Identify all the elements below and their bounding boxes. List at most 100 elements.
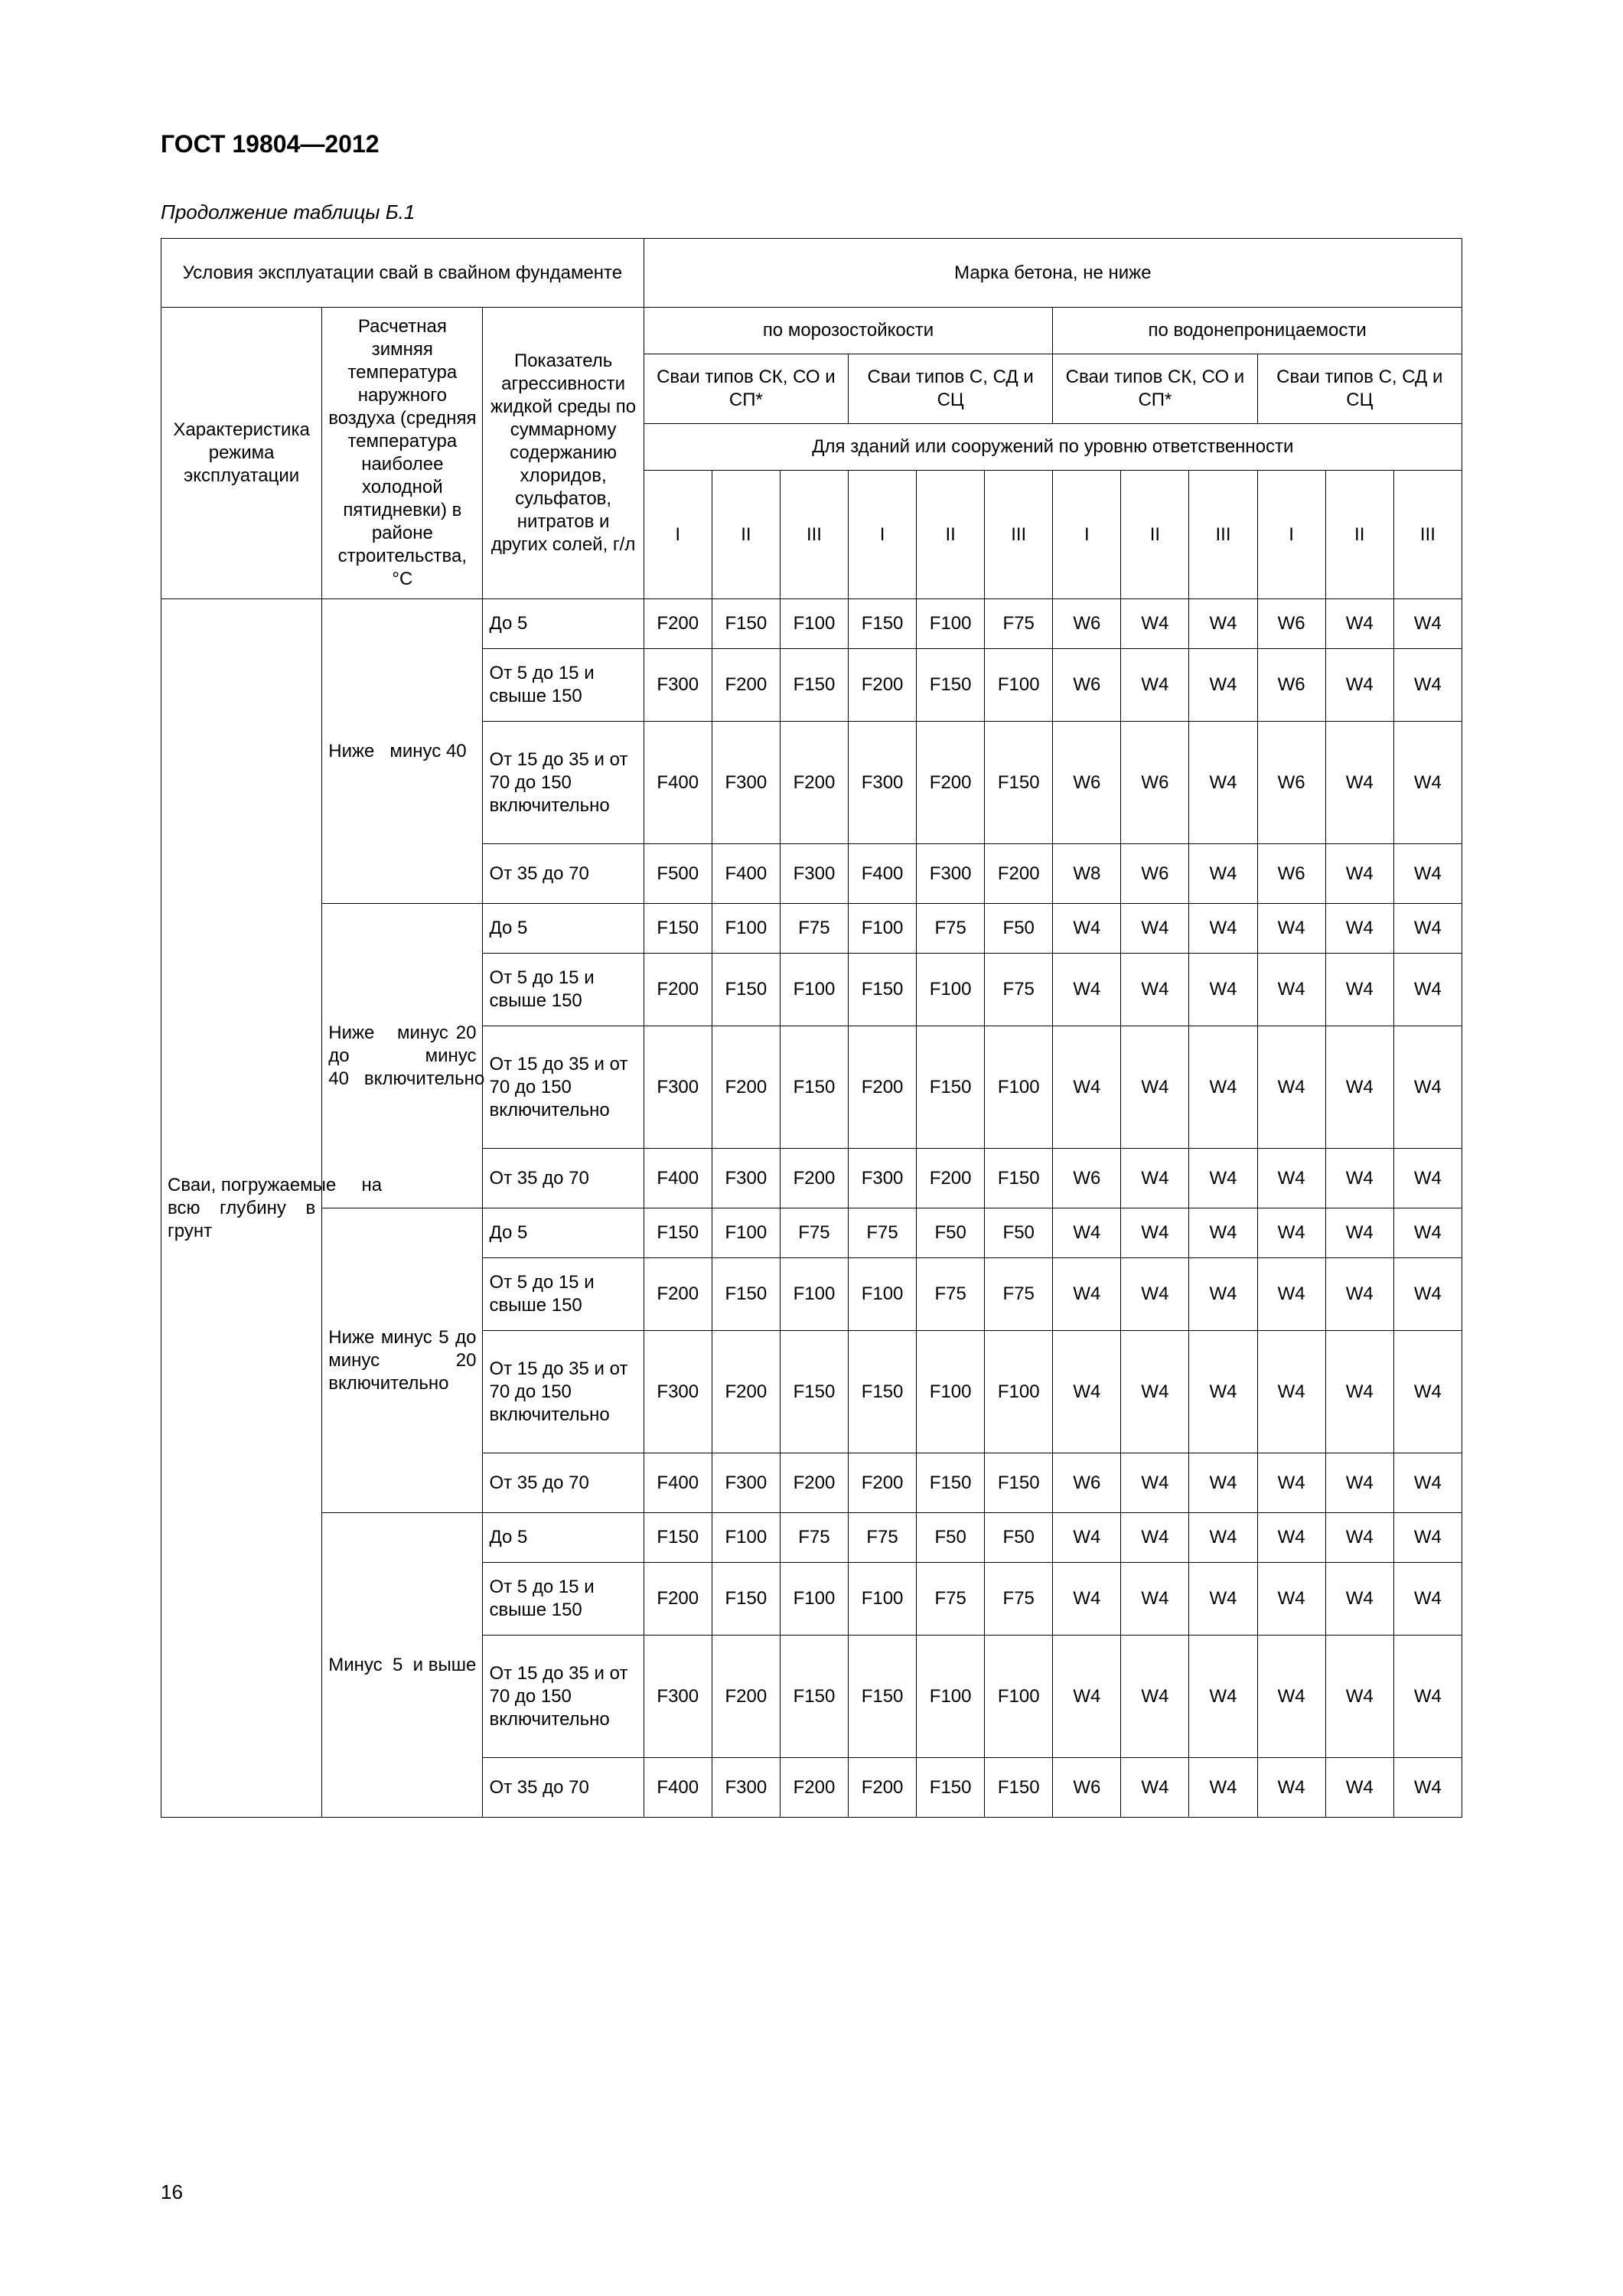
value-cell: F100 bbox=[985, 1331, 1053, 1453]
value-cell: W6 bbox=[1257, 722, 1325, 844]
value-cell: W4 bbox=[1121, 649, 1189, 722]
value-cell: F50 bbox=[985, 904, 1053, 954]
value-cell: W4 bbox=[1121, 1758, 1189, 1818]
value-cell: F100 bbox=[780, 954, 848, 1026]
indicator-cell: От 35 до 70 bbox=[483, 1149, 644, 1208]
header-roman-iii: III bbox=[780, 471, 848, 599]
value-cell: F100 bbox=[712, 1513, 780, 1563]
value-cell: W4 bbox=[1121, 954, 1189, 1026]
value-cell: F75 bbox=[917, 1563, 985, 1636]
value-cell: F100 bbox=[780, 599, 848, 649]
value-cell: F50 bbox=[985, 1513, 1053, 1563]
header-roman-i: I bbox=[849, 471, 917, 599]
table-row: Ниже минус 20 до минус 40 включительноДо… bbox=[161, 904, 1462, 954]
value-cell: F100 bbox=[712, 904, 780, 954]
value-cell: W4 bbox=[1053, 1258, 1121, 1331]
value-cell: F200 bbox=[712, 1636, 780, 1758]
value-cell: W4 bbox=[1053, 1563, 1121, 1636]
value-cell: W4 bbox=[1325, 1563, 1393, 1636]
value-cell: W6 bbox=[1053, 649, 1121, 722]
value-cell: F200 bbox=[780, 722, 848, 844]
value-cell: F200 bbox=[849, 649, 917, 722]
value-cell: W4 bbox=[1189, 1149, 1257, 1208]
table-caption: Продолжение таблицы Б.1 bbox=[161, 201, 1462, 224]
value-cell: W4 bbox=[1189, 1208, 1257, 1258]
value-cell: F150 bbox=[985, 1453, 1053, 1513]
value-cell: W4 bbox=[1325, 1208, 1393, 1258]
value-cell: F150 bbox=[644, 1208, 712, 1258]
indicator-cell: От 15 до 35 и от 70 до 150 включительно bbox=[483, 1026, 644, 1149]
table-head: Условия эксплуатации свай в свайном фунд… bbox=[161, 239, 1462, 599]
indicator-cell: От 5 до 15 и свыше 150 bbox=[483, 1563, 644, 1636]
value-cell: W4 bbox=[1121, 1563, 1189, 1636]
value-cell: W4 bbox=[1393, 1636, 1462, 1758]
value-cell: F200 bbox=[917, 722, 985, 844]
value-cell: F200 bbox=[712, 1026, 780, 1149]
value-cell: F100 bbox=[917, 1636, 985, 1758]
value-cell: W4 bbox=[1121, 1453, 1189, 1513]
value-cell: F300 bbox=[644, 1026, 712, 1149]
value-cell: W4 bbox=[1325, 954, 1393, 1026]
value-cell: F200 bbox=[849, 1758, 917, 1818]
value-cell: F100 bbox=[917, 954, 985, 1026]
table-row: Ниже минус 5 до минус 20 включительноДо … bbox=[161, 1208, 1462, 1258]
value-cell: F200 bbox=[712, 1331, 780, 1453]
value-cell: W4 bbox=[1393, 1513, 1462, 1563]
header-responsibility: Для зданий или сооружений по уровню отве… bbox=[644, 423, 1462, 470]
value-cell: W4 bbox=[1325, 1258, 1393, 1331]
value-cell: F400 bbox=[644, 722, 712, 844]
value-cell: F200 bbox=[917, 1149, 985, 1208]
indicator-cell: До 5 bbox=[483, 599, 644, 649]
value-cell: F100 bbox=[985, 1026, 1053, 1149]
value-cell: F50 bbox=[985, 1208, 1053, 1258]
value-cell: W4 bbox=[1393, 954, 1462, 1026]
gost-table: Условия эксплуатации свай в свайном фунд… bbox=[161, 238, 1462, 1818]
header-frost: по морозостойкости bbox=[644, 308, 1053, 354]
value-cell: W4 bbox=[1325, 1636, 1393, 1758]
page: ГОСТ 19804—2012 Продолжение таблицы Б.1 … bbox=[0, 0, 1623, 2296]
indicator-cell: До 5 bbox=[483, 1208, 644, 1258]
value-cell: F300 bbox=[644, 1331, 712, 1453]
value-cell: F400 bbox=[644, 1149, 712, 1208]
value-cell: W4 bbox=[1189, 1453, 1257, 1513]
value-cell: W4 bbox=[1189, 599, 1257, 649]
indicator-cell: От 15 до 35 и от 70 до 150 включительно bbox=[483, 1331, 644, 1453]
value-cell: F400 bbox=[644, 1453, 712, 1513]
header-roman-ii: II bbox=[1121, 471, 1189, 599]
header-roman-i: I bbox=[1257, 471, 1325, 599]
value-cell: W4 bbox=[1257, 1453, 1325, 1513]
value-cell: F50 bbox=[917, 1513, 985, 1563]
value-cell: F200 bbox=[712, 649, 780, 722]
value-cell: W4 bbox=[1121, 1258, 1189, 1331]
value-cell: W4 bbox=[1053, 1026, 1121, 1149]
value-cell: F300 bbox=[917, 844, 985, 904]
value-cell: F150 bbox=[712, 599, 780, 649]
page-number: 16 bbox=[161, 2180, 183, 2204]
value-cell: F150 bbox=[780, 649, 848, 722]
value-cell: F150 bbox=[644, 1513, 712, 1563]
value-cell: W4 bbox=[1121, 1513, 1189, 1563]
value-cell: F100 bbox=[849, 1563, 917, 1636]
value-cell: F75 bbox=[985, 1563, 1053, 1636]
value-cell: F300 bbox=[712, 722, 780, 844]
header-frost-sk-sp: Сваи типов СК, СО и СП* bbox=[644, 354, 848, 424]
value-cell: F200 bbox=[644, 1258, 712, 1331]
value-cell: F300 bbox=[849, 722, 917, 844]
value-cell: F100 bbox=[780, 1563, 848, 1636]
value-cell: W4 bbox=[1189, 1026, 1257, 1149]
value-cell: W4 bbox=[1121, 1331, 1189, 1453]
value-cell: W4 bbox=[1393, 1258, 1462, 1331]
header-roman-ii: II bbox=[917, 471, 985, 599]
value-cell: F150 bbox=[644, 904, 712, 954]
value-cell: F300 bbox=[849, 1149, 917, 1208]
value-cell: W4 bbox=[1121, 1208, 1189, 1258]
value-cell: F150 bbox=[917, 649, 985, 722]
value-cell: W4 bbox=[1189, 1258, 1257, 1331]
value-cell: W4 bbox=[1257, 1149, 1325, 1208]
header-conditions: Условия эксплуатации свай в свайном фунд… bbox=[161, 239, 644, 308]
header-temperature: Расчетная зимняя температура наружного в… bbox=[322, 308, 483, 599]
value-cell: F400 bbox=[849, 844, 917, 904]
value-cell: F75 bbox=[780, 1513, 848, 1563]
value-cell: W4 bbox=[1325, 649, 1393, 722]
header-roman-i: I bbox=[644, 471, 712, 599]
